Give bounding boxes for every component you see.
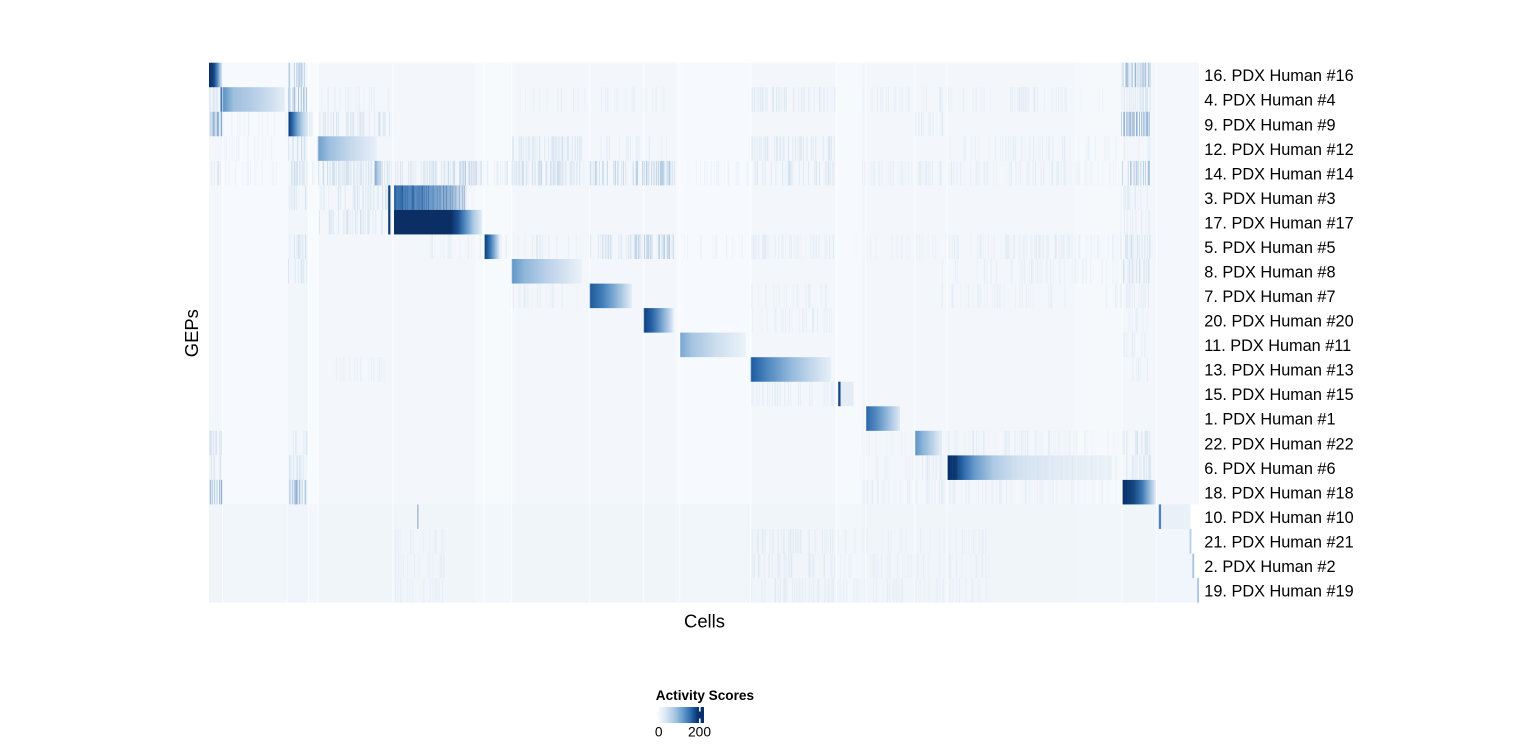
- svg-text:8. PDX Human #8: 8. PDX Human #8: [1204, 264, 1335, 282]
- svg-text:19. PDX Human #19: 19. PDX Human #19: [1204, 583, 1353, 601]
- svg-text:20. PDX Human #20: 20. PDX Human #20: [1204, 313, 1353, 331]
- svg-text:17. PDX Human #17: 17. PDX Human #17: [1204, 214, 1353, 232]
- svg-text:GEPs: GEPs: [181, 309, 202, 357]
- svg-text:0: 0: [655, 725, 663, 740]
- svg-text:10. PDX Human #10: 10. PDX Human #10: [1204, 509, 1353, 527]
- svg-text:200: 200: [688, 725, 711, 740]
- svg-text:15. PDX Human #15: 15. PDX Human #15: [1204, 386, 1353, 404]
- svg-text:12. PDX Human #12: 12. PDX Human #12: [1204, 141, 1353, 159]
- svg-text:6. PDX Human #6: 6. PDX Human #6: [1204, 460, 1335, 478]
- svg-text:Cells: Cells: [684, 611, 725, 632]
- svg-text:14. PDX Human #14: 14. PDX Human #14: [1204, 165, 1353, 183]
- svg-text:22. PDX Human #22: 22. PDX Human #22: [1204, 435, 1353, 453]
- svg-text:16. PDX Human #16: 16. PDX Human #16: [1204, 67, 1353, 85]
- svg-text:4. PDX Human #4: 4. PDX Human #4: [1204, 92, 1335, 110]
- svg-text:1. PDX Human #1: 1. PDX Human #1: [1204, 411, 1335, 429]
- svg-text:18. PDX Human #18: 18. PDX Human #18: [1204, 484, 1353, 502]
- svg-text:5. PDX Human #5: 5. PDX Human #5: [1204, 239, 1335, 257]
- svg-text:9. PDX Human #9: 9. PDX Human #9: [1204, 116, 1335, 134]
- svg-text:Activity Scores: Activity Scores: [656, 688, 754, 703]
- svg-text:2. PDX Human #2: 2. PDX Human #2: [1204, 558, 1335, 576]
- svg-text:3. PDX Human #3: 3. PDX Human #3: [1204, 190, 1335, 208]
- svg-text:21. PDX Human #21: 21. PDX Human #21: [1204, 533, 1353, 551]
- svg-text:11. PDX Human #11: 11. PDX Human #11: [1204, 337, 1351, 355]
- svg-text:7. PDX Human #7: 7. PDX Human #7: [1204, 288, 1335, 306]
- svg-text:13. PDX Human #13: 13. PDX Human #13: [1204, 362, 1353, 380]
